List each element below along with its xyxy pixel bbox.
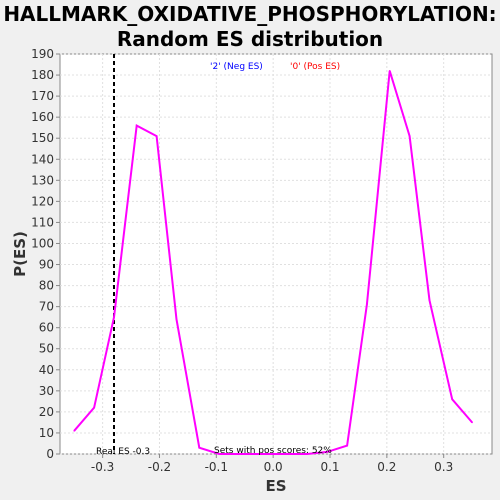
y-tick-label: 190 (31, 47, 54, 61)
chart-title-line-2: Random ES distribution (116, 27, 384, 51)
y-tick-label: 0 (46, 447, 54, 461)
data-point (218, 453, 220, 455)
y-tick-label: 20 (39, 405, 54, 419)
data-point (366, 303, 368, 306)
x-tick-label: -0.2 (148, 460, 171, 474)
data-point (93, 406, 95, 409)
x-tick-label: 0.0 (264, 460, 283, 474)
y-tick-label: 140 (31, 152, 54, 166)
plot-area (59, 53, 493, 455)
y-tick-label: 80 (39, 279, 54, 293)
y-tick-label: 180 (31, 68, 54, 82)
y-tick-label: 60 (39, 321, 54, 335)
data-point (260, 453, 263, 455)
x-tick-label: 0.3 (434, 460, 453, 474)
data-point (175, 318, 178, 321)
legend-neg-es: '2' (Neg ES) (210, 62, 263, 72)
y-tick-label: 10 (39, 426, 54, 440)
pos-scores-annotation: Sets with pos scores: 52% (214, 446, 332, 456)
y-tick-label: 70 (39, 300, 54, 314)
y-tick-label: 120 (31, 194, 54, 208)
data-point (238, 453, 240, 455)
data-point (306, 453, 309, 455)
y-tick-label: 50 (39, 342, 54, 356)
data-point (451, 398, 454, 401)
y-tick-label: 130 (31, 173, 54, 187)
y-axis-ticks: 0 10 20 30 40 50 60 70 80 90 100 110 120 130 140 150 160… (31, 47, 60, 461)
y-tick-label: 40 (39, 363, 54, 377)
x-tick-label: -0.1 (205, 460, 228, 474)
x-tick-label: 0.1 (320, 460, 339, 474)
data-point (155, 135, 158, 137)
data-point (283, 453, 286, 455)
x-axis-ticks: -0.3 -0.2 -0.1 0.0 0.1 0.2 0.3 (91, 454, 453, 474)
data-point (326, 451, 328, 453)
chart-title-line-1: HALLMARK_OXIDATIVE_PHOSPHORYLATION: (3, 2, 497, 26)
data-point (428, 299, 431, 302)
series-group (73, 70, 473, 455)
data-point (471, 421, 473, 424)
grid-lines (60, 53, 492, 455)
y-tick-label: 170 (31, 89, 54, 103)
real-es-label: Real ES -0.3 (96, 447, 150, 457)
data-point (388, 70, 391, 72)
x-axis-label: ES (265, 477, 286, 495)
y-tick-label: 110 (31, 215, 54, 229)
y-tick-label: 30 (39, 384, 54, 398)
y-tick-label: 150 (31, 131, 54, 145)
x-tick-label: 0.2 (377, 460, 396, 474)
series-line (73, 70, 473, 455)
legend-pos-es: '0' (Pos ES) (290, 62, 340, 72)
y-tick-label: 90 (39, 258, 54, 272)
y-tick-label: 160 (31, 110, 54, 124)
data-point (73, 430, 76, 432)
chart-title: HALLMARK_OXIDATIVE_PHOSPHORYLATION: Rand… (0, 2, 500, 52)
data-point (198, 446, 201, 449)
y-tick-label: 100 (31, 236, 54, 250)
data-point (408, 135, 411, 137)
y-axis-label: P(ES) (11, 231, 29, 277)
data-point (346, 444, 348, 447)
data-point (135, 124, 138, 127)
data-point (113, 316, 115, 318)
x-tick-label: -0.3 (91, 460, 114, 474)
